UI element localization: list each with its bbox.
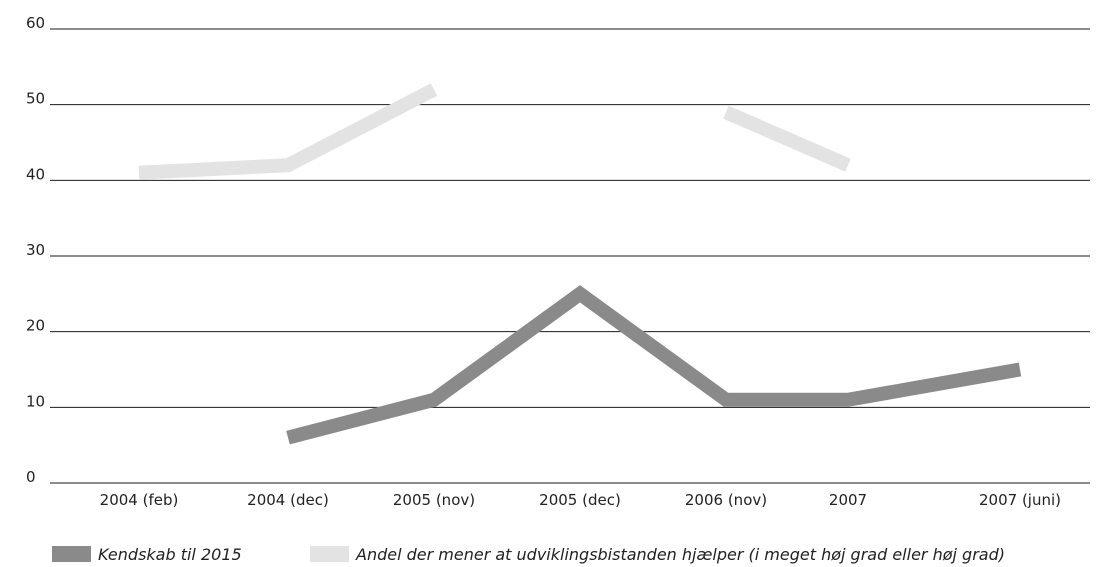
x-tick-label: 2004 (dec) bbox=[247, 491, 329, 509]
x-tick-label: 2005 (nov) bbox=[393, 491, 475, 509]
y-tick-label: 40 bbox=[26, 165, 45, 183]
series-lines bbox=[138, 83, 1022, 445]
x-tick-label: 2006 (nov) bbox=[685, 491, 767, 509]
y-tick-label: 20 bbox=[26, 317, 45, 335]
y-tick-label: 50 bbox=[26, 90, 45, 108]
y-tick-label: 0 bbox=[26, 468, 36, 486]
series-line-andel bbox=[723, 105, 851, 172]
x-tick-label: 2005 (dec) bbox=[539, 491, 621, 509]
x-axis-tick-labels: 2004 (feb) 2004 (dec) 2005 (nov) 2005 (dec)… bbox=[100, 491, 1061, 509]
x-tick-label: 2007 bbox=[829, 491, 867, 509]
x-tick-label: 2004 (feb) bbox=[100, 491, 179, 509]
legend: Kendskab til 2015 Andel der mener at udv… bbox=[52, 545, 1005, 564]
y-tick-label: 30 bbox=[26, 241, 45, 259]
y-tick-label: 10 bbox=[26, 392, 45, 410]
legend-label-andel: Andel der mener at udviklingsbistanden h… bbox=[355, 545, 1005, 564]
series-line-andel bbox=[138, 83, 438, 180]
y-tick-label: 60 bbox=[26, 14, 45, 32]
series-line-kendskab bbox=[286, 285, 1022, 445]
y-axis-tick-labels: 0 10 20 30 40 50 60 bbox=[26, 14, 45, 486]
legend-swatch-andel bbox=[310, 546, 349, 562]
gridlines bbox=[50, 28, 1090, 484]
legend-swatch-kendskab bbox=[52, 546, 91, 562]
x-tick-label: 2007 (juni) bbox=[979, 491, 1061, 509]
legend-label-kendskab: Kendskab til 2015 bbox=[98, 545, 242, 564]
